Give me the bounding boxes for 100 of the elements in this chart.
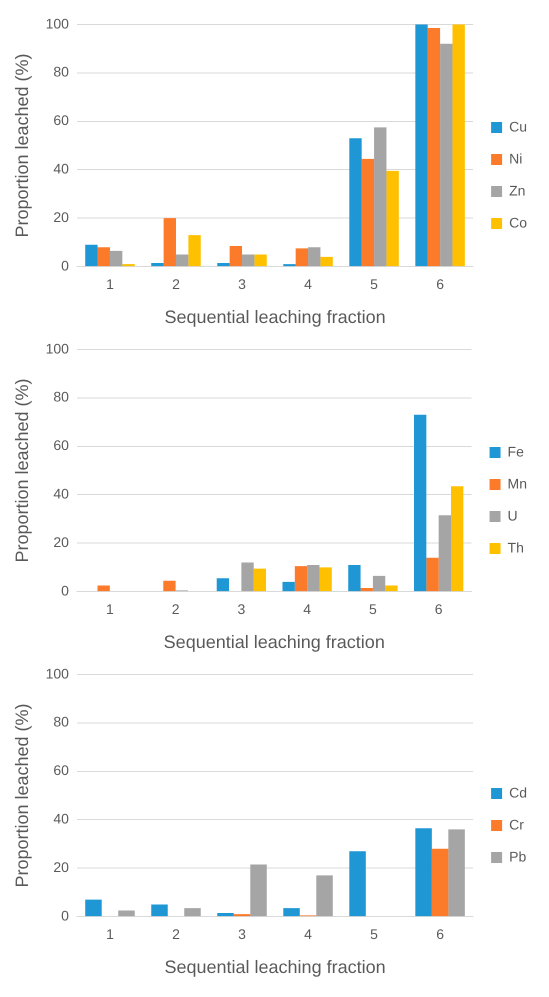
- y-tick-label: 80: [53, 64, 70, 80]
- bar: [440, 44, 452, 266]
- x-tick-label: 6: [436, 926, 444, 942]
- bar: [217, 912, 234, 916]
- bar: [308, 247, 320, 266]
- y-tick-label: 20: [53, 209, 70, 226]
- bar: [282, 582, 295, 592]
- bar: [452, 24, 465, 266]
- y-tick-label: 60: [53, 762, 70, 778]
- legend-label: Cu: [509, 118, 528, 134]
- y-tick-label: 100: [46, 15, 70, 32]
- bar: [176, 254, 188, 266]
- bar: [426, 558, 439, 592]
- x-tick-label: 5: [369, 600, 378, 617]
- legend-label: Cr: [509, 816, 524, 832]
- y-axis-title: Proportion leached (%): [12, 378, 32, 563]
- bar: [438, 515, 451, 592]
- x-tick-label: 6: [436, 276, 444, 292]
- x-tick-label: 5: [370, 926, 378, 942]
- x-tick-label: 2: [172, 600, 180, 617]
- bar: [428, 28, 440, 266]
- y-axis-title: Proportion leached (%): [12, 703, 32, 888]
- bar: [386, 170, 399, 266]
- y-tick-label: 60: [53, 437, 70, 454]
- bar: [118, 910, 135, 916]
- bar: [316, 875, 333, 916]
- x-tick-label: 6: [434, 600, 443, 617]
- x-tick-label: 1: [106, 926, 114, 942]
- y-tick-label: 60: [53, 112, 70, 128]
- bar: [230, 246, 242, 266]
- legend-label: Co: [509, 214, 528, 230]
- bar: [163, 580, 176, 592]
- legend-label: Cd: [509, 784, 528, 800]
- bar: [385, 586, 398, 592]
- bar: [250, 864, 267, 916]
- y-tick-label: 0: [61, 907, 70, 924]
- y-tick-label: 40: [53, 486, 70, 502]
- bar: [188, 235, 201, 266]
- legend-label: Pb: [509, 848, 526, 864]
- legend-label: Zn: [509, 182, 526, 198]
- bar: [319, 567, 332, 592]
- y-tick-label: 20: [53, 859, 70, 876]
- bar: [360, 588, 373, 592]
- y-tick-label: 80: [53, 714, 70, 730]
- legend-label: Th: [508, 539, 524, 556]
- bar: [349, 138, 362, 266]
- bar: [98, 247, 110, 266]
- x-axis-title: Sequential leaching fraction: [164, 307, 386, 328]
- bar: [254, 568, 266, 592]
- x-tick-label: 2: [172, 926, 180, 942]
- bar: [374, 127, 386, 266]
- bar: [85, 244, 98, 266]
- x-tick-label: 1: [106, 276, 114, 292]
- bar: [320, 256, 333, 266]
- x-tick-label: 4: [303, 600, 312, 617]
- bar: [216, 578, 230, 592]
- y-axis-title: Proportion leached (%): [12, 53, 32, 238]
- bar: [348, 564, 361, 592]
- y-tick-label: 40: [53, 810, 70, 827]
- bar: [254, 254, 267, 266]
- x-tick-label: 4: [304, 276, 312, 292]
- bar: [415, 24, 428, 266]
- y-tick-label: 0: [61, 257, 70, 274]
- y-tick-label: 80: [53, 388, 70, 405]
- x-axis-title: Sequential leaching fraction: [164, 957, 386, 978]
- bar: [241, 562, 254, 592]
- bar: [451, 486, 464, 592]
- legend-label: Fe: [508, 443, 524, 460]
- x-tick-label: 3: [238, 926, 246, 942]
- y-tick-label: 20: [53, 534, 70, 550]
- x-tick-label: 2: [172, 276, 180, 292]
- y-tick-label: 100: [46, 340, 70, 356]
- bar: [414, 414, 426, 592]
- bar: [110, 250, 122, 266]
- y-tick-label: 0: [61, 582, 70, 598]
- legend-label: Mn: [508, 475, 528, 492]
- y-tick-label: 40: [53, 160, 70, 177]
- x-tick-label: 1: [106, 600, 114, 617]
- bar: [349, 851, 366, 916]
- bar: [242, 254, 254, 266]
- bar: [217, 262, 230, 266]
- x-tick-label: 3: [238, 276, 246, 292]
- bar: [307, 564, 320, 592]
- legend-label: Ni: [509, 150, 522, 166]
- x-tick-label: 3: [237, 600, 246, 617]
- bar: [362, 158, 374, 266]
- bar: [294, 566, 308, 592]
- bar: [432, 848, 448, 916]
- y-tick-label: 100: [46, 665, 70, 682]
- bar: [372, 576, 386, 592]
- x-axis-title: Sequential leaching fraction: [164, 632, 385, 652]
- bar: [283, 908, 300, 916]
- bar: [448, 829, 465, 916]
- bar: [98, 586, 110, 592]
- bar: [184, 908, 201, 916]
- bar: [85, 900, 102, 916]
- bar: [164, 218, 176, 266]
- bar: [151, 904, 168, 916]
- bar: [296, 248, 308, 266]
- bar: [151, 262, 164, 266]
